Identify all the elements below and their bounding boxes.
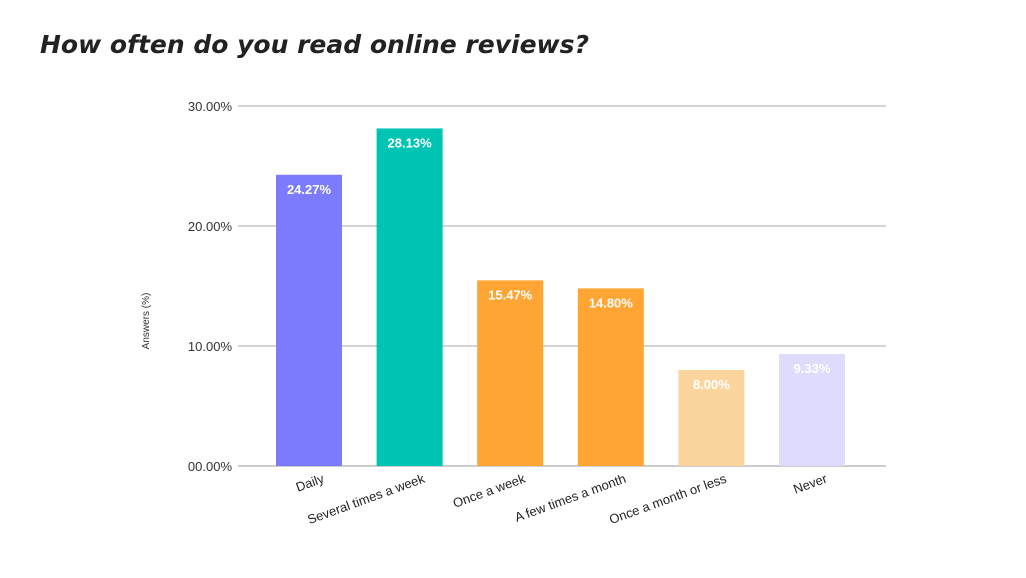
bars (276, 128, 845, 466)
y-tick-label: 10.00% (188, 339, 233, 354)
y-axis-title: Answers (%) (141, 293, 152, 350)
y-axis-ticks: 00.00% 10.00% 20.00% 30.00% (188, 99, 233, 474)
data-label: 8.00% (693, 377, 730, 392)
chart-title: How often do you read online reviews? (40, 30, 590, 59)
bar (779, 354, 845, 466)
data-label: 28.13% (388, 135, 433, 150)
bar (577, 288, 644, 466)
bar (477, 280, 544, 466)
data-label: 14.80% (589, 295, 634, 310)
category-label: Daily (294, 471, 327, 495)
data-label: 15.47% (488, 287, 533, 302)
bar (678, 370, 745, 466)
data-label: 24.27% (287, 182, 332, 197)
bar (376, 128, 443, 466)
data-label: 9.33% (794, 361, 831, 376)
y-tick-label: 30.00% (188, 99, 233, 114)
y-tick-label: 20.00% (188, 219, 233, 234)
gridlines (238, 105, 886, 467)
bar (276, 174, 342, 466)
data-labels: 24.27% 28.13% 15.47% 14.80% 8.00% 9.33% (287, 135, 831, 392)
y-tick-label: 00.00% (188, 459, 233, 474)
category-label: Never (791, 470, 829, 496)
category-label: Once a week (451, 471, 528, 511)
